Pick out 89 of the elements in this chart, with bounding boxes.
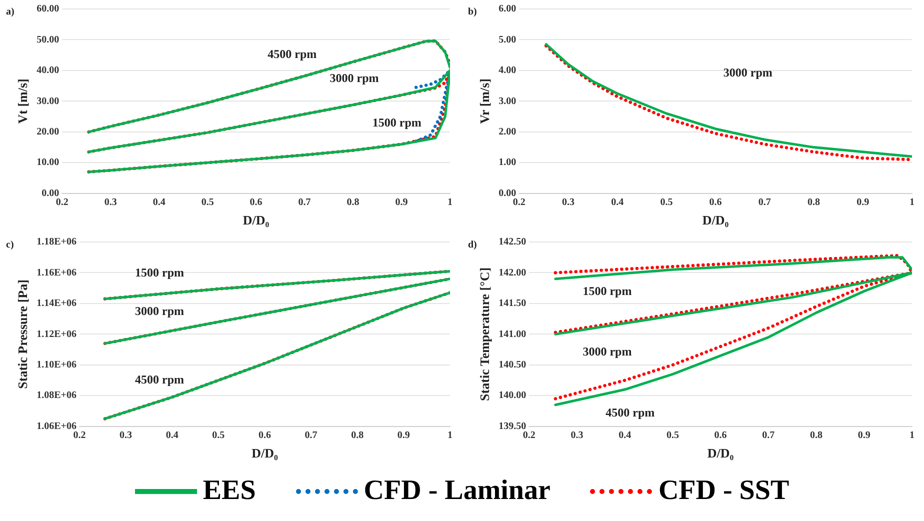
x-tick-label: 0.7 xyxy=(758,196,771,208)
y-tick-label: 6.00 xyxy=(498,4,516,15)
x-tick-label: 0.5 xyxy=(666,430,679,441)
y-tick-label: 142.50 xyxy=(498,236,526,248)
y-tick-label: 1.08E+06 xyxy=(36,390,76,402)
x-tick-label: 0.9 xyxy=(858,430,870,441)
x-axis-title: D/D₀ xyxy=(702,212,729,228)
y-tick-label: 40.00 xyxy=(36,65,60,76)
y-tick-label: 1.00 xyxy=(498,157,516,168)
annotation: 3000 rpm xyxy=(135,304,184,318)
x-tick-label: 0.3 xyxy=(570,430,584,441)
x-tick-label: 0.6 xyxy=(258,430,271,441)
annotation: 4500 rpm xyxy=(135,372,184,386)
x-tick-label: 0.9 xyxy=(856,196,870,208)
y-tick-label: 20.00 xyxy=(36,126,60,138)
x-tick-label: 1 xyxy=(910,196,914,208)
x-tick-label: 0.5 xyxy=(212,430,225,441)
x-tick-label: 0.6 xyxy=(714,430,727,441)
y-tick-label: 142.00 xyxy=(498,267,526,278)
y-tick-label: 140.50 xyxy=(498,360,526,371)
x-tick-label: 0.4 xyxy=(618,430,632,441)
y-tick-label: 140.00 xyxy=(498,390,526,402)
y-tick-label: 10.00 xyxy=(36,157,60,168)
x-tick-label: 0.9 xyxy=(395,196,408,208)
y-tick-label: 1.16E+06 xyxy=(36,267,76,278)
x-tick-label: 0.2 xyxy=(73,430,86,441)
x-tick-label: 0.2 xyxy=(522,430,536,441)
text: d) xyxy=(468,240,477,251)
y-tick-label: 1.14E+06 xyxy=(36,298,76,310)
y-tick-label: 60.00 xyxy=(36,4,60,15)
x-axis-title: D/D₀ xyxy=(242,212,270,228)
x-tick-label: 0.3 xyxy=(104,196,117,208)
text: a) xyxy=(6,6,14,18)
y-tick-label: 5.00 xyxy=(498,34,516,46)
x-tick-label: 0.8 xyxy=(808,196,820,208)
x-tick-label: 1 xyxy=(448,430,452,441)
annotation: 1500 rpm xyxy=(135,265,184,280)
x-tick-label: 0.7 xyxy=(762,430,775,441)
text: b) xyxy=(468,6,477,18)
x-tick-label: 0.7 xyxy=(298,196,311,208)
x-axis-title: D/D₀ xyxy=(252,446,278,461)
y-tick-label: 141.50 xyxy=(498,298,526,310)
y-axis-title: Static Temperature [°C] xyxy=(477,267,492,401)
x-tick-label: 0.6 xyxy=(250,196,262,208)
y-tick-label: 50.00 xyxy=(36,34,60,46)
y-tick-label: 1.12E+06 xyxy=(36,328,76,340)
x-axis-title: D/D₀ xyxy=(707,446,734,461)
legend-label: CFD - Laminar xyxy=(364,475,550,507)
y-axis-title: Static Pressure [Pa] xyxy=(15,280,30,389)
x-tick-label: 0.3 xyxy=(562,196,574,208)
y-axis-title: Vr [m/s] xyxy=(477,78,492,124)
y-tick-label: 1.06E+06 xyxy=(36,420,76,432)
x-tick-label: 0.4 xyxy=(166,430,178,441)
x-tick-label: 1 xyxy=(910,430,914,441)
y-tick-label: 30.00 xyxy=(36,96,60,107)
y-tick-label: 0.00 xyxy=(42,188,60,199)
x-tick-label: 0.7 xyxy=(304,430,318,441)
y-axis-title: Vt [m/s] xyxy=(15,78,30,124)
x-tick-label: 0.8 xyxy=(346,196,360,208)
x-tick-label: 0.9 xyxy=(397,430,410,441)
y-tick-label: 4.00 xyxy=(498,65,516,76)
x-tick-label: 0.2 xyxy=(512,196,526,208)
annotation: 1500 rpm xyxy=(372,115,422,130)
x-tick-label: 0.4 xyxy=(152,196,166,208)
x-tick-label: 0.5 xyxy=(660,196,673,208)
annotation: 4500 rpm xyxy=(268,47,317,62)
annotation: 3000 rpm xyxy=(582,344,632,359)
y-tick-label: 1.10E+06 xyxy=(36,360,76,371)
x-tick-label: 0.5 xyxy=(201,196,214,208)
y-tick-label: 1.18E+06 xyxy=(36,236,76,248)
x-tick-label: 0.8 xyxy=(351,430,364,441)
annotation: 3000 rpm xyxy=(330,71,379,86)
y-tick-label: 2.00 xyxy=(498,126,516,138)
y-tick-label: 139.50 xyxy=(498,420,526,432)
annotation: 4500 rpm xyxy=(606,406,655,420)
x-tick-label: 0.8 xyxy=(810,430,823,441)
text: c) xyxy=(6,240,14,251)
annotation: 3000 rpm xyxy=(723,66,772,80)
y-tick-label: 3.00 xyxy=(498,96,516,107)
y-tick-label: 0.00 xyxy=(498,188,516,199)
legend-label: CFD - SST xyxy=(658,475,790,507)
x-tick-label: 0.2 xyxy=(56,196,68,208)
x-tick-label: 0.6 xyxy=(709,196,722,208)
y-tick-label: 141.00 xyxy=(498,328,526,340)
x-tick-label: 0.3 xyxy=(120,430,132,441)
legend-label: EES xyxy=(202,475,256,507)
x-tick-label: 1 xyxy=(448,196,452,208)
annotation: 1500 rpm xyxy=(582,284,632,298)
x-tick-label: 0.4 xyxy=(611,196,624,208)
